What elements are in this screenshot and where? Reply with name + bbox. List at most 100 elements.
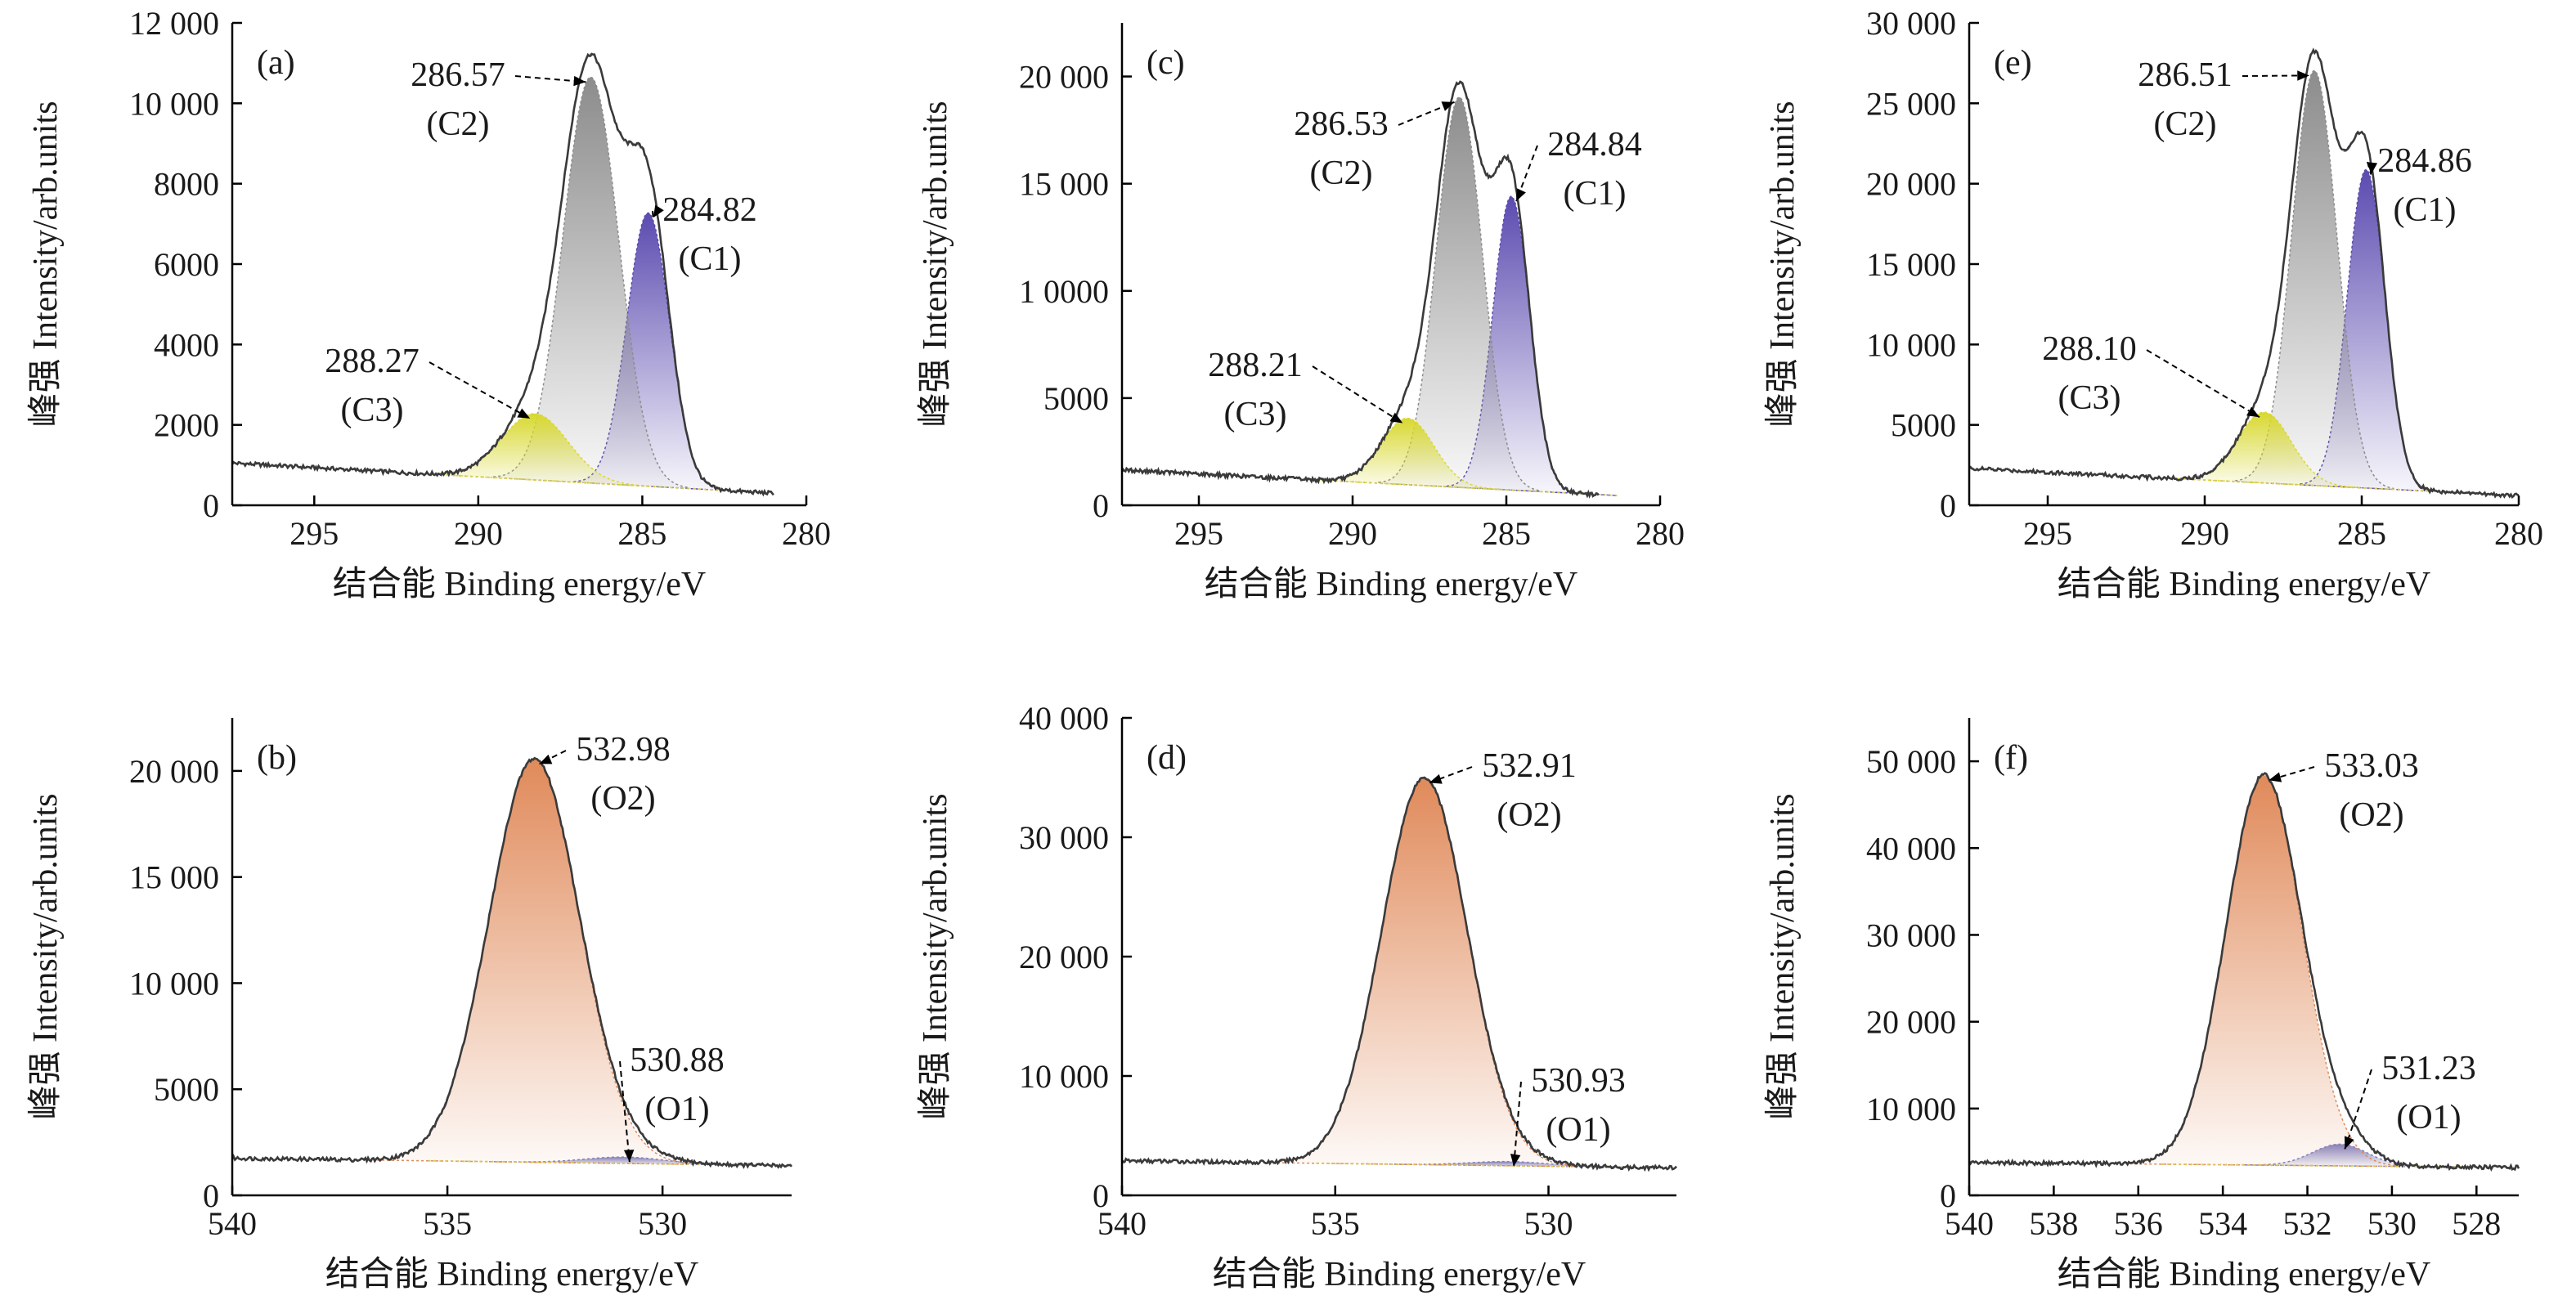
peak-name-label: (C3) [341, 392, 404, 429]
peak-name-label: (O2) [2339, 796, 2403, 834]
y-tick-label: 15 000 [1866, 246, 1956, 283]
x-tick-label: 540 [1097, 1205, 1147, 1242]
x-axis-title: 结合能 Binding energy/eV [2058, 1256, 2431, 1293]
y-tick-label: 0 [1940, 487, 1956, 524]
annotation-arrow [1513, 1081, 1522, 1167]
annotation-arrowhead [2344, 1136, 2354, 1150]
annotation-arrowhead [573, 75, 586, 87]
annotation-arrowhead [1429, 773, 1443, 784]
peak-component-C3 [420, 413, 651, 487]
peak-name-label: (C2) [427, 105, 490, 143]
peak-name-label: (O2) [590, 780, 655, 818]
raw-spectrum-line [231, 756, 793, 1169]
y-axis-title: 峰强 Intensity/arb.units [917, 794, 954, 1120]
x-tick-label: 290 [2180, 515, 2229, 552]
x-tick-label: 285 [1482, 515, 1531, 552]
panel-label: (d) [1147, 739, 1187, 777]
peak-position-label: 531.23 [2381, 1050, 2476, 1087]
panel-label: (c) [1147, 44, 1185, 82]
y-tick-label: 0 [203, 1177, 219, 1214]
annotation-arrow [619, 1060, 631, 1163]
chart-panel: 0 5000 1 0000 15 000 20 000 295 290 285 280 峰强 In… [917, 23, 1685, 603]
annotation-arrow [429, 361, 531, 419]
y-axis-title: 峰强 Intensity/arb.units [917, 101, 954, 428]
x-tick-label: 528 [2452, 1205, 2501, 1242]
peak-name-label: (O1) [1546, 1111, 1610, 1149]
y-tick-label: 20 000 [1019, 59, 1109, 96]
annotation-arrow [1312, 365, 1403, 424]
peak-name-label: (O1) [644, 1091, 709, 1128]
annotation-arrowhead [653, 204, 664, 218]
peak-name-label: (C2) [2154, 105, 2217, 143]
y-axis-title: 峰强 Intensity/arb.units [27, 794, 65, 1120]
y-tick-label: 0 [1093, 487, 1109, 524]
panel-label: (b) [257, 739, 297, 777]
raw-spectrum-line [1968, 47, 2520, 500]
annotation-arrowhead [2367, 162, 2378, 175]
peak-component-C3 [2170, 411, 2358, 489]
x-tick-label: 540 [1945, 1205, 1994, 1242]
raw-spectrum-line [1120, 776, 1677, 1172]
peak-name-label: (C3) [1224, 396, 1287, 433]
x-tick-label: 285 [2337, 515, 2386, 552]
y-tick-label: 10 000 [1866, 1091, 1956, 1127]
y-tick-label: 15 000 [1019, 166, 1109, 203]
peak-position-label: 284.86 [2377, 142, 2472, 180]
x-tick-label: 295 [2023, 515, 2072, 552]
peak-component-O2 [1274, 777, 1575, 1168]
y-tick-label: 20 000 [129, 753, 219, 790]
y-tick-label: 10 000 [1019, 1058, 1109, 1095]
chart-panel: 0 5000 10 000 15 000 20 000 540 535 530 峰强 Inten… [27, 718, 793, 1293]
y-tick-label: 10 000 [1866, 326, 1956, 363]
x-tick-label: 290 [454, 515, 503, 552]
x-tick-label: 534 [2198, 1205, 2247, 1242]
peak-position-label: 288.10 [2042, 330, 2137, 368]
peak-position-label: 284.84 [1547, 126, 1642, 164]
x-axis-title: 结合能 Binding energy/eV [2058, 566, 2431, 603]
y-tick-label: 10 000 [129, 85, 219, 122]
x-tick-label: 540 [208, 1205, 257, 1242]
annotation-arrowhead [539, 754, 553, 764]
y-tick-label: 6000 [154, 246, 219, 283]
y-axis-title: 峰强 Intensity/arb.units [27, 101, 65, 428]
y-tick-label: 4000 [154, 326, 219, 363]
peak-position-label: 286.53 [1294, 105, 1389, 143]
x-tick-label: 295 [289, 515, 339, 552]
y-tick-label: 50 000 [1866, 743, 1956, 780]
y-tick-label: 0 [1940, 1177, 1956, 1214]
y-tick-label: 20 000 [1866, 1004, 1956, 1041]
y-tick-label: 5000 [1043, 380, 1109, 417]
peak-component-O2 [2129, 774, 2398, 1168]
peak-name-label: (C2) [1310, 155, 1373, 192]
y-tick-label: 20 000 [1866, 166, 1956, 203]
annotation-arrowhead [623, 1150, 635, 1163]
peak-name-label: (C1) [1564, 175, 1627, 213]
peak-name-label: (O1) [2396, 1099, 2461, 1136]
x-tick-label: 532 [2283, 1205, 2332, 1242]
y-tick-label: 30 000 [1866, 5, 1956, 42]
x-tick-label: 280 [1636, 515, 1685, 552]
peak-position-label: 530.88 [630, 1042, 725, 1079]
peak-position-label: 530.93 [1531, 1062, 1626, 1100]
y-tick-label: 25 000 [1866, 85, 1956, 122]
x-tick-label: 290 [1328, 515, 1377, 552]
chart-panel: 0 5000 10 000 15 000 20 000 25 000 30 000 295 29… [1764, 5, 2543, 603]
x-axis-title: 结合能 Binding energy/eV [325, 1256, 699, 1293]
y-tick-label: 30 000 [1866, 917, 1956, 953]
y-tick-label: 5000 [154, 1071, 219, 1108]
chart-panel: 0 10 000 20 000 30 000 40 000 540 535 530 峰强 Int… [917, 700, 1677, 1293]
raw-spectrum-line [1968, 772, 2520, 1172]
y-tick-label: 2000 [154, 407, 219, 444]
y-tick-label: 15 000 [129, 859, 219, 896]
annotation-arrowhead [517, 408, 531, 419]
annotation-arrowhead [1516, 188, 1526, 202]
background-line [2161, 1163, 2475, 1168]
peak-position-label: 284.82 [662, 191, 757, 229]
annotation-arrowhead [2269, 772, 2282, 782]
x-axis-title: 结合能 Binding energy/eV [333, 566, 707, 603]
peak-name-label: (C1) [679, 240, 742, 278]
raw-spectrum-line [1120, 80, 1600, 499]
x-tick-label: 530 [638, 1205, 687, 1242]
y-tick-label: 0 [203, 487, 219, 524]
x-tick-label: 530 [1524, 1205, 1573, 1242]
